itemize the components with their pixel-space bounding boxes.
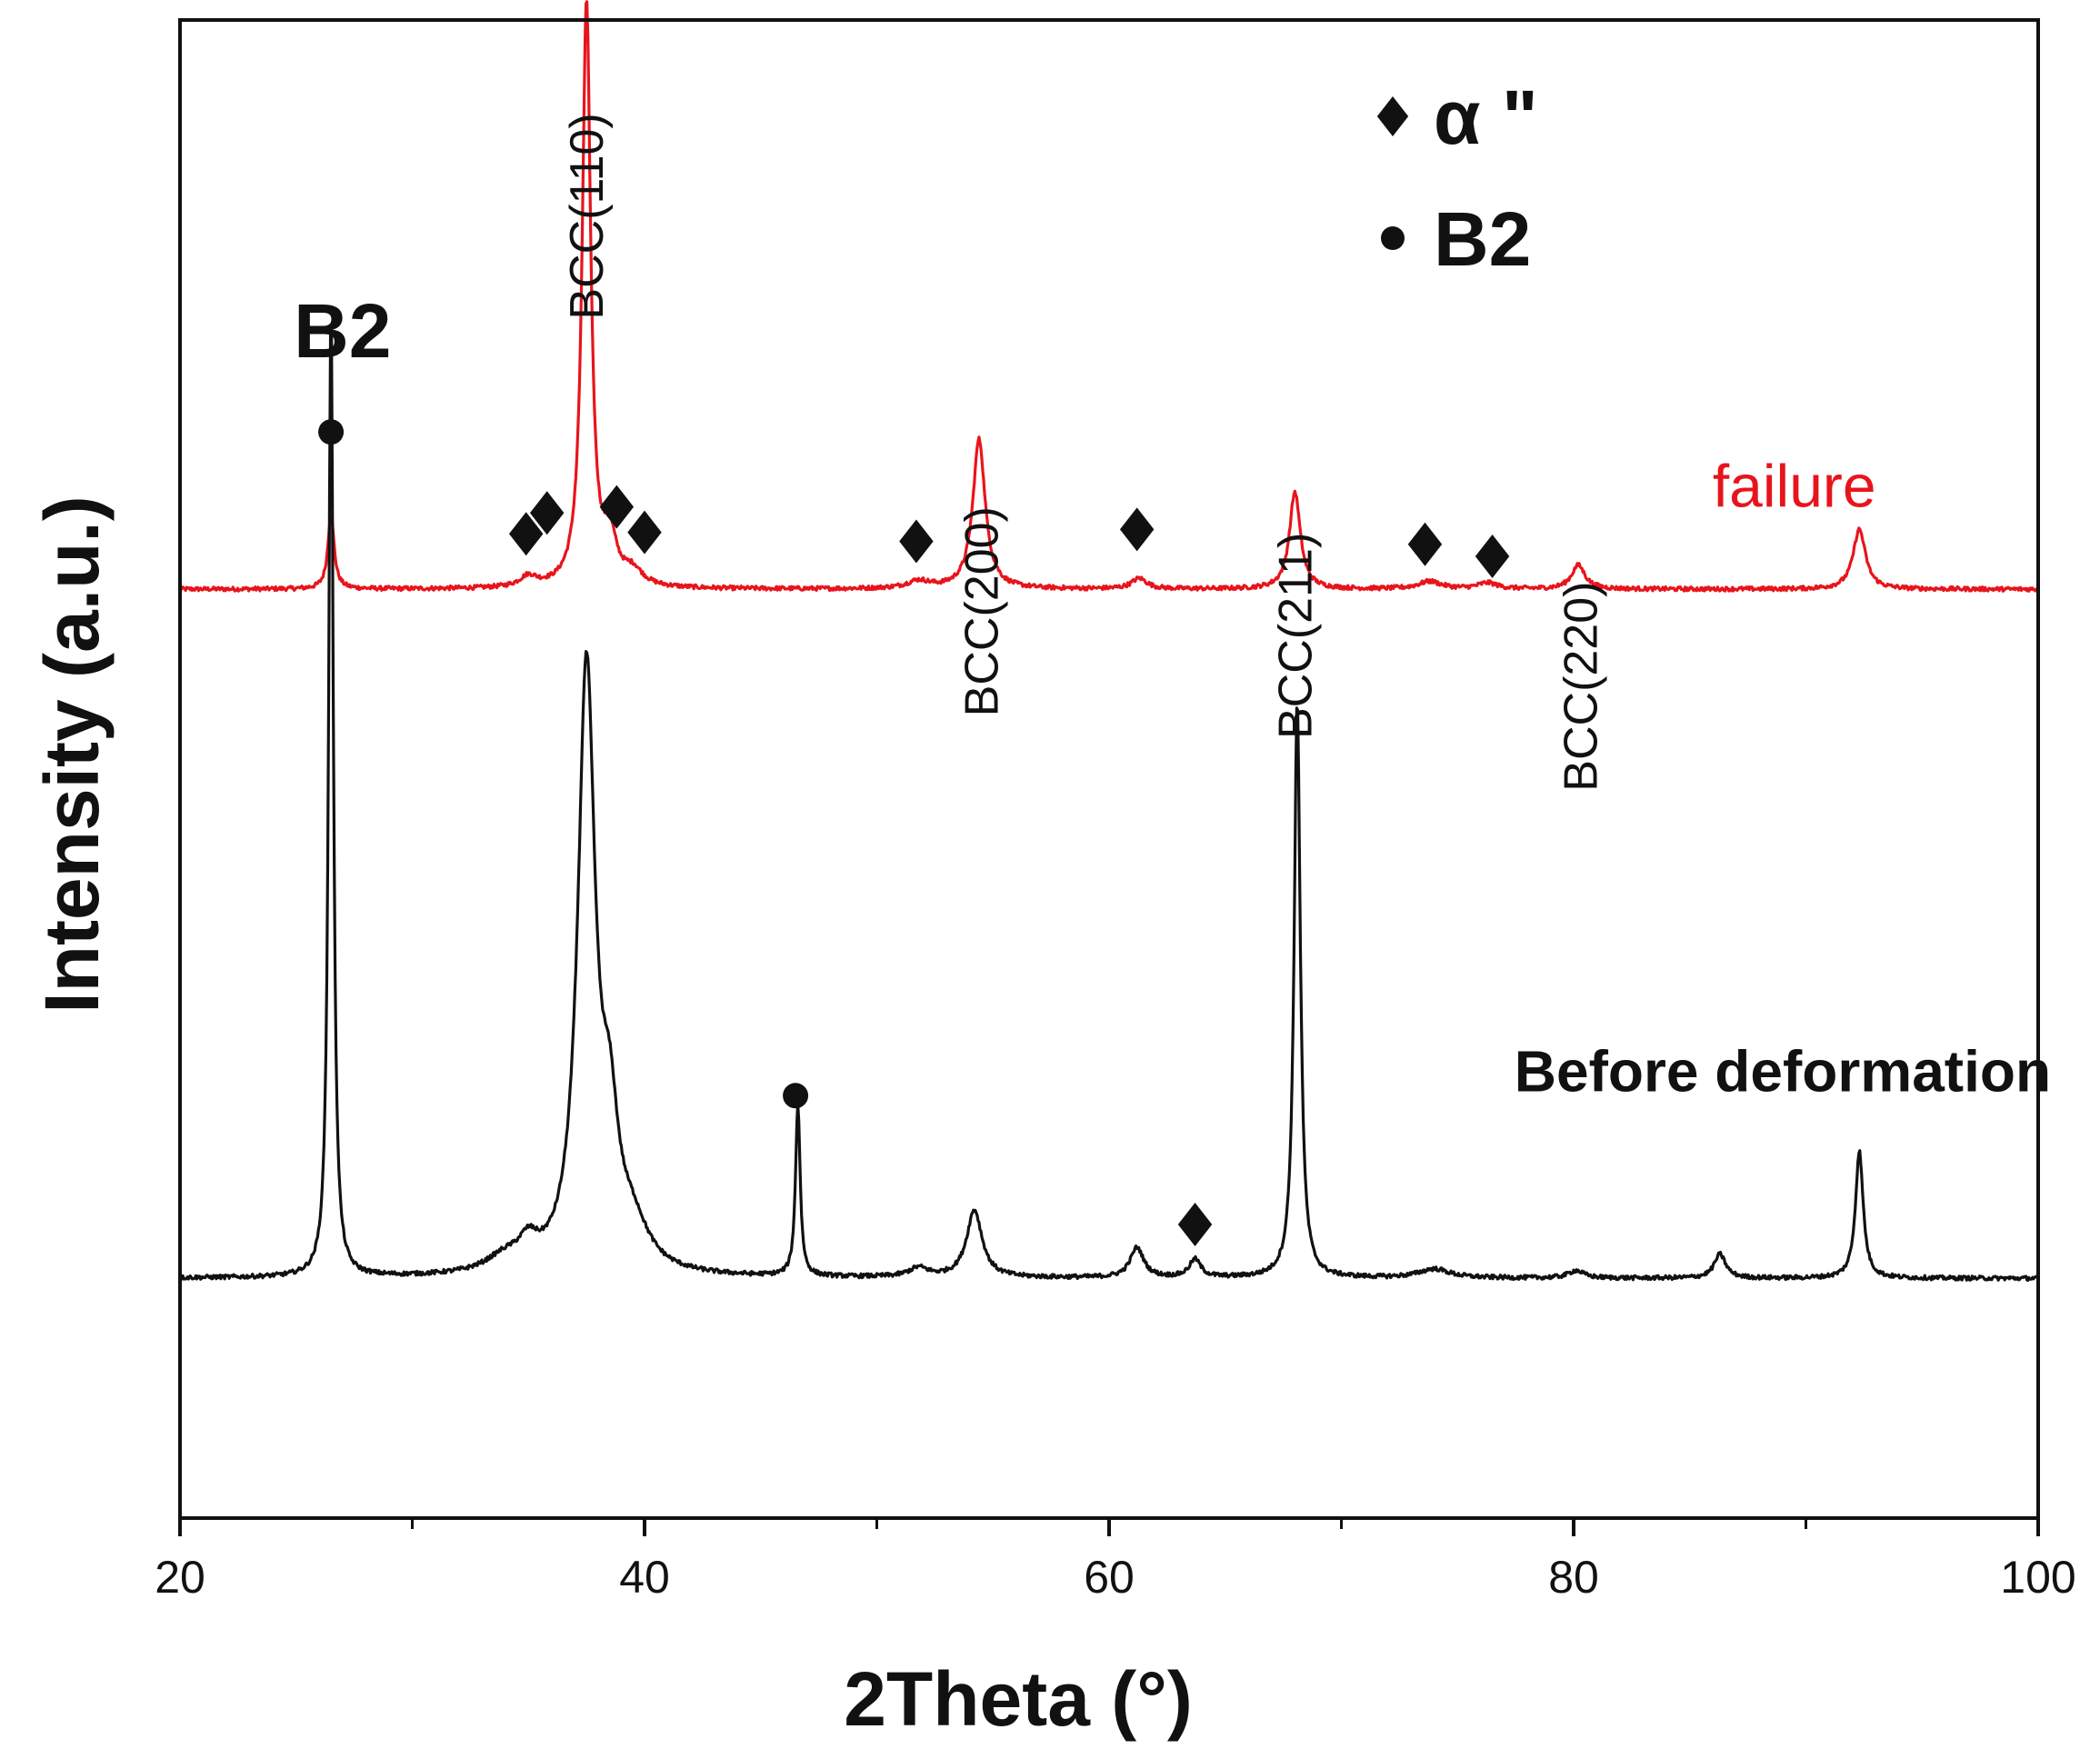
peak-label: BCC(220) xyxy=(1555,582,1608,792)
x-tick-label: 100 xyxy=(2000,1552,2075,1603)
peak-label: BCC(211) xyxy=(1269,533,1322,739)
b2-phase-label: B2 xyxy=(294,288,391,374)
series-line-failure xyxy=(178,0,2040,593)
x-tick-label: 20 xyxy=(155,1552,205,1603)
series-line-before-deformation xyxy=(179,326,2040,1283)
series-layer xyxy=(178,0,2040,1283)
peak-label: BCC(110) xyxy=(561,113,614,319)
alpha-diamond-marker xyxy=(899,519,934,564)
annotation-layer: BCC(110) BCC(200) BCC(211) BCC(220) B2 failur… xyxy=(294,113,2051,1104)
failure-series-label: failure xyxy=(1713,453,1876,520)
alpha-diamond-marker xyxy=(508,512,544,556)
x-axis-title: 2Theta (°) xyxy=(844,1656,1193,1742)
alpha-diamond-marker xyxy=(1119,507,1155,552)
legend-alpha-label: α " xyxy=(1434,75,1538,160)
peak-label: BCC(200) xyxy=(955,506,1008,716)
legend-b2-label: B2 xyxy=(1434,196,1531,282)
x-tick-label: 80 xyxy=(1548,1552,1599,1603)
b2-circle-marker xyxy=(318,419,345,445)
legend: α " B2 xyxy=(1376,75,1538,282)
alpha-diamond-marker xyxy=(627,510,662,555)
marker-layer xyxy=(318,419,1510,1246)
tick-layer: 20 40 60 80 100 xyxy=(155,1518,2076,1603)
alpha-diamond-marker xyxy=(1475,534,1510,578)
alpha-diamond-marker xyxy=(529,491,565,535)
x-tick-label: 60 xyxy=(1084,1552,1135,1603)
legend-alpha-diamond-icon xyxy=(1376,96,1409,136)
x-tick-label: 40 xyxy=(619,1552,670,1603)
alpha-diamond-marker xyxy=(1407,522,1443,566)
before-deformation-series-label: Before deformation xyxy=(1515,1038,2051,1104)
b2-circle-marker xyxy=(783,1083,809,1109)
y-axis-title: Intensity (a.u.) xyxy=(29,495,115,1013)
legend-b2-circle-icon xyxy=(1381,226,1405,250)
alpha-diamond-marker xyxy=(1177,1202,1213,1246)
alpha-diamond-marker xyxy=(599,485,635,529)
